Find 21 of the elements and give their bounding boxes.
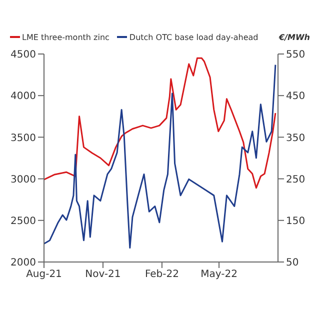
y2-tick-label: 350 [286,132,306,144]
x-tick-label: May-22 [200,269,238,280]
x-tick-label: Aug-21 [26,269,62,280]
legend-label: Dutch OTC base load day-ahead [129,32,258,42]
y2-tick-label: 250 [286,174,306,186]
legend-label: LME three-month zinc [22,32,110,42]
y-tick-label: 4000 [10,91,36,102]
y-tick-label: 3500 [10,132,36,144]
y2-tick-label: 150 [286,216,306,227]
y2-tick-label: 50 [286,258,299,269]
line-series [44,57,276,189]
y-tick-label: 3000 [10,174,36,186]
y-tick-label: 2500 [10,216,36,227]
y-tick-label: 2000 [10,258,36,269]
y2-axis-title: €/MWh [279,32,310,42]
x-tick-label: Feb-22 [144,269,179,280]
y2-tick-label: 550 [286,50,306,61]
line-series [44,64,276,249]
x-tick-label: Nov-21 [85,269,121,280]
y2-tick-label: 450 [286,91,306,102]
y-tick-label: 4500 [10,50,36,61]
